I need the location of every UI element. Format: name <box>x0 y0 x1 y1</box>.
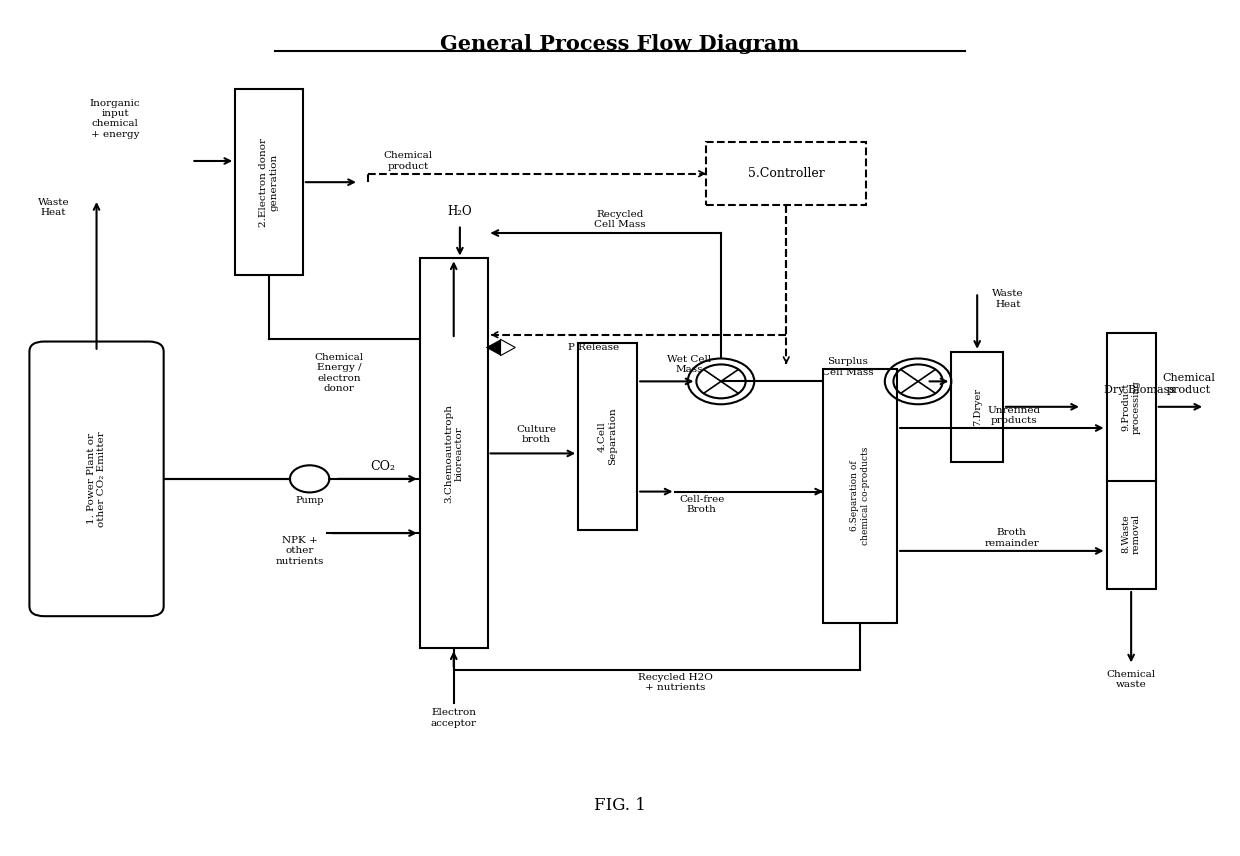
Text: Chemical
product: Chemical product <box>1162 373 1215 395</box>
FancyBboxPatch shape <box>707 142 867 205</box>
Text: NPK +
other
nutrients: NPK + other nutrients <box>275 536 324 566</box>
Text: Chemical
Energy /
electron
donor: Chemical Energy / electron donor <box>315 353 363 393</box>
Text: FIG. 1: FIG. 1 <box>594 797 646 814</box>
Text: Surplus
Cell Mass: Surplus Cell Mass <box>822 357 874 377</box>
Text: 7.Dryer: 7.Dryer <box>972 388 982 425</box>
Text: 3.Chemoautotroph
bioreactor: 3.Chemoautotroph bioreactor <box>444 404 464 503</box>
Text: 5.Controller: 5.Controller <box>748 167 825 181</box>
Text: Cell-free
Broth: Cell-free Broth <box>680 495 724 514</box>
Text: 8.Waste
removal: 8.Waste removal <box>1121 514 1141 554</box>
Text: Pump: Pump <box>295 496 324 504</box>
Text: H₂O: H₂O <box>448 205 472 218</box>
FancyBboxPatch shape <box>236 89 303 276</box>
Text: 9.Product
processing: 9.Product processing <box>1121 380 1141 434</box>
Text: Dry Biomass: Dry Biomass <box>1104 385 1176 395</box>
Text: Waste
Heat: Waste Heat <box>37 198 69 217</box>
Text: 4.Cell
Separation: 4.Cell Separation <box>598 407 618 466</box>
FancyBboxPatch shape <box>578 343 637 530</box>
Text: Recycled
Cell Mass: Recycled Cell Mass <box>594 210 646 229</box>
Text: Waste
Heat: Waste Heat <box>992 289 1024 309</box>
Text: Inorganic
input
chemical
+ energy: Inorganic input chemical + energy <box>89 98 140 139</box>
Polygon shape <box>486 339 501 355</box>
FancyBboxPatch shape <box>951 352 1003 462</box>
Text: Recycled H2O
+ nutrients: Recycled H2O + nutrients <box>639 673 713 692</box>
Text: CO₂: CO₂ <box>370 460 394 473</box>
Text: Culture
broth: Culture broth <box>516 425 557 444</box>
Text: Unrefined
products: Unrefined products <box>987 406 1040 425</box>
FancyBboxPatch shape <box>1106 479 1156 589</box>
Polygon shape <box>501 339 516 355</box>
Text: Electron
acceptor: Electron acceptor <box>430 708 476 728</box>
Text: General Process Flow Diagram: General Process Flow Diagram <box>440 34 800 54</box>
FancyBboxPatch shape <box>420 259 487 648</box>
Text: Chemical
waste: Chemical waste <box>1106 670 1156 689</box>
FancyBboxPatch shape <box>30 342 164 616</box>
Text: Wet Cell
Mass: Wet Cell Mass <box>667 354 711 374</box>
Text: Chemical
product: Chemical product <box>383 152 433 170</box>
Text: 6.Separation of
chemical co-products: 6.Separation of chemical co-products <box>851 447 870 545</box>
Text: P Release: P Release <box>568 343 620 352</box>
Text: 2.Electron donor
generation: 2.Electron donor generation <box>259 138 279 227</box>
Text: 1. Power Plant or
other CO₂ Emitter: 1. Power Plant or other CO₂ Emitter <box>87 431 107 526</box>
Text: Broth
remainder: Broth remainder <box>985 528 1039 548</box>
FancyBboxPatch shape <box>1106 333 1156 481</box>
FancyBboxPatch shape <box>823 369 897 623</box>
